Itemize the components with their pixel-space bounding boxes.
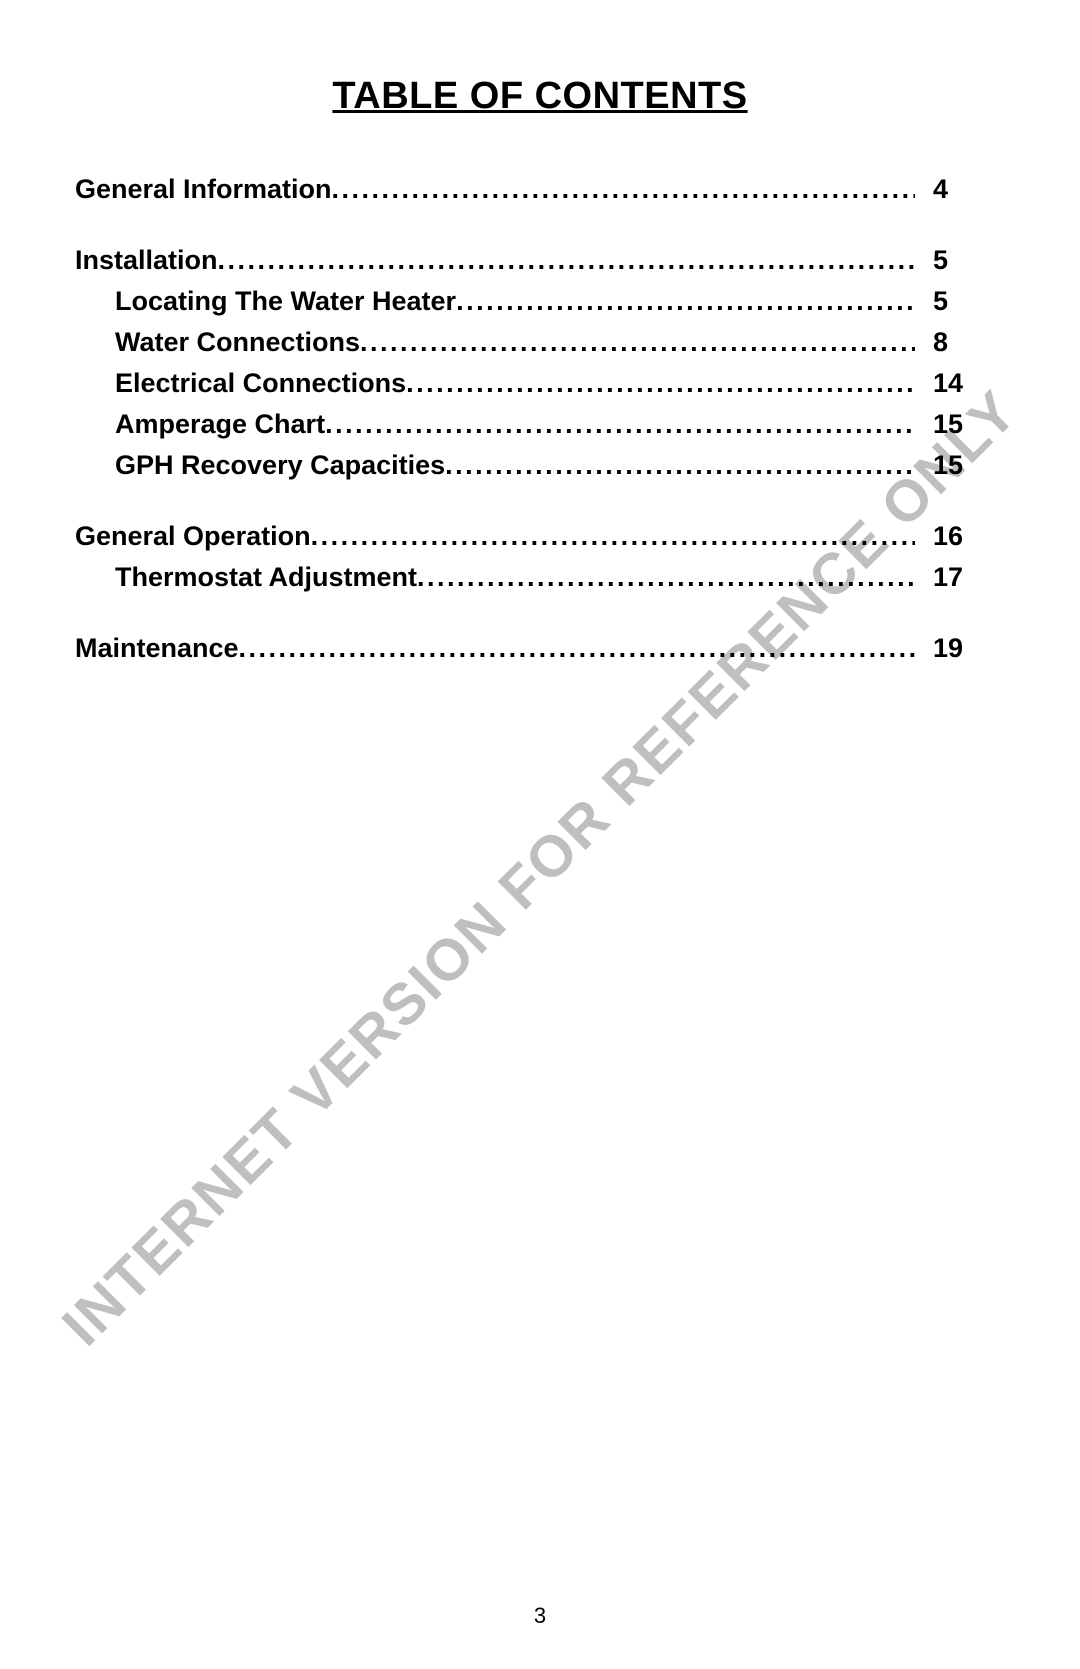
toc-leader-dots: [360, 329, 915, 356]
page-title: TABLE OF CONTENTS: [75, 75, 1005, 118]
toc-leader-dots: [332, 176, 915, 203]
toc-label: Locating The Water Heater: [75, 288, 456, 315]
toc-row: General Information 4: [75, 176, 1005, 203]
toc-label: Electrical Connections: [75, 370, 406, 397]
toc-leader-dots: [325, 411, 915, 438]
toc-leader-dots: [311, 523, 915, 550]
toc-page-number: 17: [915, 564, 1005, 591]
toc-label: Amperage Chart: [75, 411, 325, 438]
toc-row: Thermostat Adjustment 17: [75, 564, 1005, 591]
toc-label: Installation: [75, 247, 218, 274]
document-page: INTERNET VERSION FOR REFERENCE ONLY TABL…: [0, 0, 1080, 1669]
toc-row: General Operation 16: [75, 523, 1005, 550]
toc-page-number: 19: [915, 635, 1005, 662]
toc-leader-dots: [218, 247, 915, 274]
toc-label: Thermostat Adjustment: [75, 564, 417, 591]
toc-label: Water Connections: [75, 329, 360, 356]
toc-page-number: 14: [915, 370, 1005, 397]
toc-row: Electrical Connections 14: [75, 370, 1005, 397]
page-number: 3: [0, 1603, 1080, 1629]
toc-page-number: 15: [915, 452, 1005, 479]
toc-row: Locating The Water Heater 5: [75, 288, 1005, 315]
toc-page-number: 5: [915, 288, 1005, 315]
toc-leader-dots: [406, 370, 915, 397]
toc-leader-dots: [445, 452, 915, 479]
toc-leader-dots: [417, 564, 915, 591]
toc-label: General Operation: [75, 523, 311, 550]
toc-label: General Information: [75, 176, 332, 203]
toc-label: Maintenance: [75, 635, 239, 662]
toc-page-number: 4: [915, 176, 1005, 203]
toc-row: Maintenance 19: [75, 635, 1005, 662]
toc-row: Installation 5: [75, 247, 1005, 274]
toc-leader-dots: [456, 288, 915, 315]
toc-row: Water Connections 8: [75, 329, 1005, 356]
toc-row: GPH Recovery Capacities 15: [75, 452, 1005, 479]
toc-page-number: 5: [915, 247, 1005, 274]
table-of-contents: General Information4Installation5Locatin…: [75, 176, 1005, 662]
toc-label: GPH Recovery Capacities: [75, 452, 445, 479]
toc-row: Amperage Chart 15: [75, 411, 1005, 438]
toc-leader-dots: [239, 635, 915, 662]
toc-page-number: 8: [915, 329, 1005, 356]
toc-page-number: 16: [915, 523, 1005, 550]
content-layer: TABLE OF CONTENTS General Information 4 In…: [75, 75, 1005, 662]
toc-page-number: 15: [915, 411, 1005, 438]
